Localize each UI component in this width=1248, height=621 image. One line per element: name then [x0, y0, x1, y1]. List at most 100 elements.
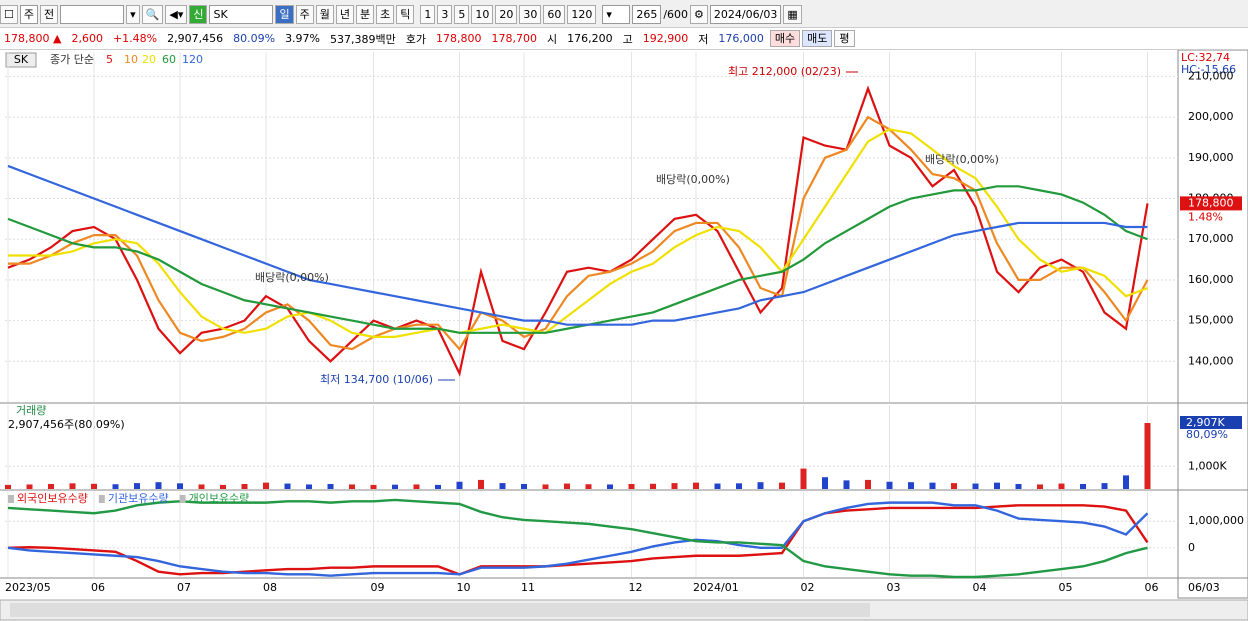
- name-input[interactable]: SK: [209, 4, 274, 24]
- volume: 2,907,456: [167, 32, 224, 45]
- ask: 178,800: [436, 32, 482, 45]
- volume-bar: [69, 483, 76, 489]
- volume-bar: [843, 480, 850, 489]
- series-line: [8, 128, 1148, 338]
- y-tick-label: 1,000K: [1188, 459, 1227, 472]
- count-select[interactable]: ▾: [602, 4, 631, 24]
- symbol-box: [5, 52, 37, 68]
- series-line: [7, 504, 1149, 576]
- volume-bar: [1015, 484, 1022, 489]
- volume-bar: [1101, 483, 1108, 489]
- interval-btn[interactable]: 년: [335, 4, 354, 24]
- change: 2,600: [71, 32, 103, 45]
- volume-bar: [1037, 484, 1043, 489]
- view-btn[interactable]: 전: [40, 4, 59, 24]
- volume-bar: [714, 483, 721, 489]
- x-tick-label: 05: [1059, 581, 1073, 594]
- count-btn[interactable]: 1: [420, 4, 436, 24]
- legend-entry: 5: [106, 53, 113, 66]
- x-tick-label: 07: [177, 581, 191, 594]
- volume-bar: [48, 484, 54, 489]
- volume-pct: 80.09%: [233, 32, 276, 45]
- count-btn[interactable]: 30: [519, 4, 542, 24]
- volume-bar: [392, 484, 398, 489]
- sound-btn[interactable]: ◀▾: [165, 4, 188, 24]
- volume-bar: [929, 482, 936, 489]
- interval-btn[interactable]: 틱: [396, 4, 415, 24]
- volume-bar: [1144, 422, 1151, 489]
- turnover: 3.97%: [285, 32, 321, 45]
- volume-bar: [456, 481, 463, 489]
- volume-bar: [198, 484, 205, 489]
- count-btn[interactable]: 3: [437, 4, 453, 24]
- search-btn[interactable]: 🔍: [141, 4, 164, 24]
- volume-bar: [800, 468, 807, 489]
- annotation: 배당락(0,00%): [255, 271, 329, 284]
- last-pct-label: 80,09%: [1186, 428, 1228, 441]
- volume-bar: [370, 484, 377, 489]
- code-input[interactable]: 034730: [60, 4, 125, 24]
- sell-btn[interactable]: 매도: [802, 30, 833, 47]
- date-input[interactable]: 2024/06/03: [709, 4, 782, 24]
- count[interactable]: 265: [632, 4, 662, 24]
- legend-swatch: [98, 495, 105, 503]
- avg-btn[interactable]: 평: [834, 30, 855, 47]
- change-pct: +1.48%: [112, 32, 158, 45]
- tool-btn[interactable]: ⚙: [690, 4, 708, 24]
- dropdown[interactable]: ▾: [126, 4, 140, 24]
- hc-label: HC:-15,66: [1181, 63, 1236, 76]
- label: 고: [622, 32, 633, 46]
- period-mode[interactable]: 주: [19, 4, 38, 24]
- last-change-label: 1.48%: [1188, 210, 1223, 223]
- volume-bar: [413, 484, 420, 489]
- x-tick-label: 06: [91, 581, 105, 594]
- count-btn[interactable]: 5: [454, 4, 470, 24]
- y-tick-label: 160,000: [1188, 273, 1234, 286]
- count-btn[interactable]: 20: [495, 4, 518, 24]
- bid: 178,700: [491, 32, 538, 45]
- calendar-btn[interactable]: ▦: [783, 4, 802, 24]
- interval-btn[interactable]: 일: [275, 4, 294, 24]
- volume-bar: [628, 484, 635, 489]
- series-line: [7, 85, 1149, 377]
- x-tick-label: 04: [973, 581, 987, 594]
- series-line: [8, 115, 1149, 351]
- y-tick-label: 170,000: [1188, 232, 1234, 245]
- count-btn[interactable]: 10: [471, 4, 494, 24]
- x-tick-label: 11: [521, 581, 535, 594]
- buy-btn[interactable]: 매수: [769, 30, 801, 47]
- volume-bar: [693, 482, 699, 489]
- volume-bar: [1058, 483, 1065, 489]
- series-line: [7, 185, 1148, 334]
- interval-btn[interactable]: 월: [315, 4, 334, 24]
- volume-subtitle: 2,907,456주(80,09%): [8, 418, 125, 431]
- interval-btn[interactable]: 주: [295, 4, 314, 24]
- volume-bar: [521, 484, 527, 489]
- amount: 537,389백만: [330, 32, 396, 46]
- chart-bg: [0, 50, 1248, 621]
- interval-btn[interactable]: 분: [355, 4, 375, 24]
- volume-bar: [306, 484, 312, 489]
- x-tick-label: 10: [457, 581, 471, 594]
- y-tick-label: 150,000: [1188, 314, 1234, 327]
- volume-bar: [542, 484, 549, 489]
- count-btn[interactable]: 120: [567, 4, 597, 24]
- legend-entry: 기관보유수량: [108, 492, 169, 505]
- scroll-thumb[interactable]: [10, 603, 870, 617]
- label: 호가: [405, 32, 426, 46]
- menu-btn[interactable]: ☐: [0, 4, 18, 24]
- volume-bar: [972, 483, 979, 489]
- volume-bar: [112, 484, 119, 489]
- price: 178,800 ▲: [4, 32, 62, 45]
- volume-bar: [585, 484, 592, 489]
- interval-btn[interactable]: 초: [376, 4, 395, 24]
- count-btn[interactable]: 60: [543, 4, 566, 24]
- legend-entry: 120: [182, 53, 203, 66]
- low: 176,000: [718, 32, 764, 45]
- x-tick-label: 06: [1145, 581, 1159, 594]
- volume-bar: [671, 483, 678, 489]
- lc-label: LC:32,74: [1181, 51, 1230, 64]
- chart: SK 종가 단순 LC:32,74 HC:-15,66 거래량 2,907,45…: [0, 50, 1248, 621]
- volume-bar: [327, 484, 334, 489]
- volume-bar: [951, 483, 957, 489]
